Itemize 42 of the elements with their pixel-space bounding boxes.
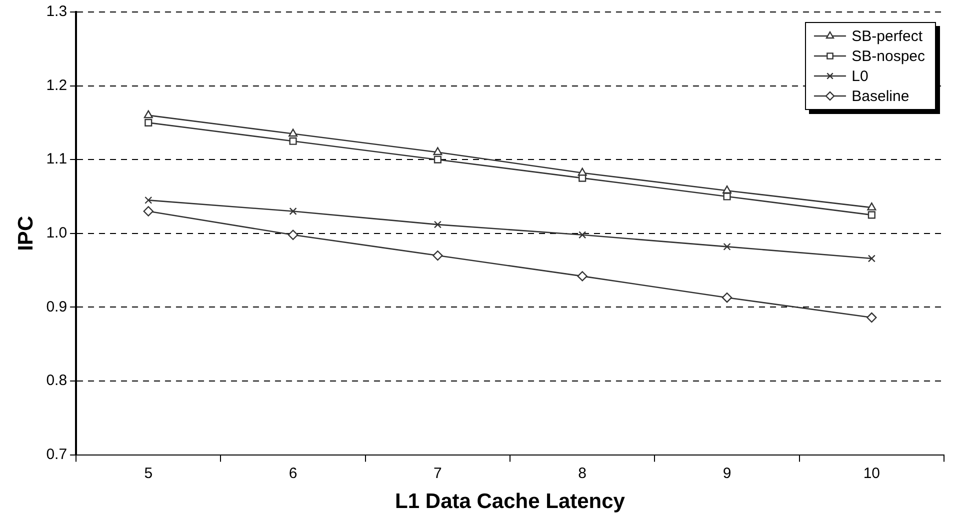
point [288,230,298,240]
point [867,202,876,210]
point [434,156,442,164]
point [723,192,731,200]
point [433,147,442,156]
x-tick-label: 7 [434,464,442,482]
point [723,242,731,250]
x-tick-label: 8 [578,464,587,482]
point [289,207,297,216]
point [289,137,297,145]
point [722,185,732,194]
point [143,206,154,216]
legend-label: Baseline [852,88,910,104]
x-tick-label: 6 [288,464,298,482]
point [434,220,442,228]
legend-label: SB-perfect [852,28,922,44]
point [722,292,732,303]
legend-label: L0 [852,68,868,84]
point [868,254,876,262]
x-tick-label: 5 [144,464,153,482]
point [288,128,298,137]
point [144,110,153,118]
y-tick-label: 1.0 [46,224,68,242]
y-tick-label: 1.1 [46,150,68,168]
x-axis-title: L1 Data Cache Latency [395,490,626,514]
point [432,250,443,261]
y-axis-title: IPC [14,216,38,251]
point [866,312,877,323]
y-tick-label: 1.2 [46,76,68,94]
point [144,196,152,204]
point [578,168,587,176]
point [144,118,152,126]
y-tick-label: 0.9 [46,298,68,316]
y-tick-label: 0.8 [46,372,68,390]
point [578,231,586,239]
y-tick-label: 0.7 [46,446,68,463]
point [868,211,876,219]
x-tick-label: 10 [863,464,880,482]
point [577,271,588,282]
legend-label: SB-nospec [852,48,925,64]
x-tick-label: 9 [722,464,732,482]
y-tick-label: 1.3 [46,3,68,20]
